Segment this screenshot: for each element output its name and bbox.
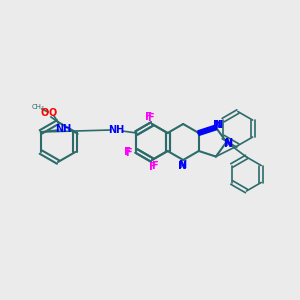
Text: F: F: [125, 148, 132, 158]
Text: CH₃: CH₃: [32, 104, 44, 110]
Text: NH: NH: [108, 125, 124, 135]
Text: N: N: [214, 120, 222, 130]
Text: F: F: [147, 113, 153, 123]
Text: F: F: [151, 161, 157, 171]
Text: N: N: [212, 120, 221, 130]
Text: F: F: [146, 112, 153, 122]
Text: N: N: [178, 161, 187, 171]
Text: F: F: [149, 162, 157, 172]
Text: N: N: [224, 138, 232, 148]
Text: F: F: [124, 147, 131, 157]
Text: O: O: [49, 108, 57, 118]
Text: N: N: [178, 160, 186, 170]
Text: N: N: [224, 139, 233, 149]
Text: O: O: [41, 108, 49, 118]
Text: NH: NH: [56, 124, 72, 134]
